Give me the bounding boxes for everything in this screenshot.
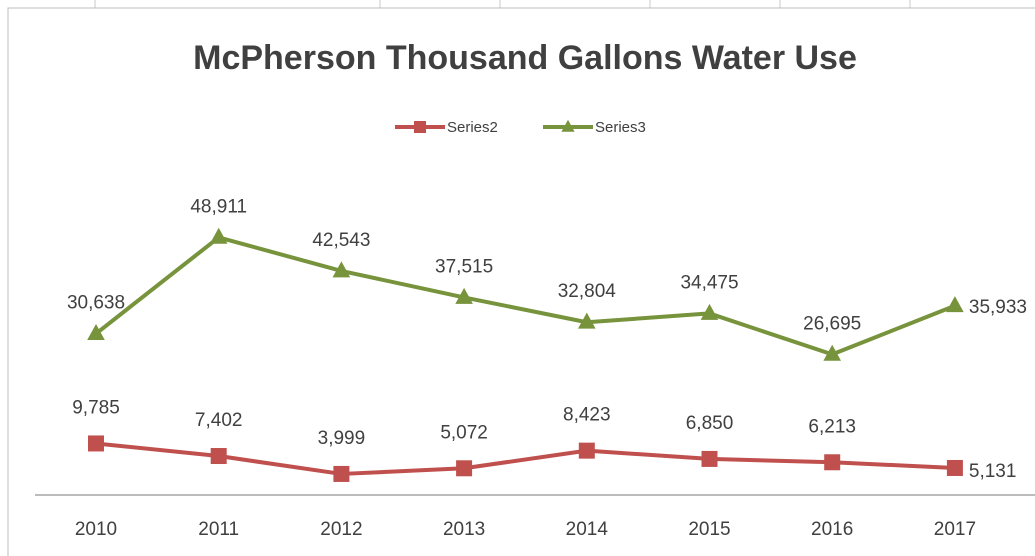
marker bbox=[823, 344, 841, 361]
marker bbox=[332, 261, 351, 278]
data-label: 5,072 bbox=[440, 422, 488, 443]
data-label: 6,850 bbox=[686, 413, 734, 434]
data-label: 8,423 bbox=[563, 405, 611, 426]
marker bbox=[946, 459, 963, 476]
data-label: 34,475 bbox=[680, 272, 738, 293]
data-label: 32,804 bbox=[558, 281, 617, 302]
marker bbox=[455, 287, 473, 304]
x-tick-label: 2017 bbox=[934, 519, 976, 540]
data-label: 42,543 bbox=[312, 230, 370, 251]
marker bbox=[456, 460, 473, 477]
data-label: 48,911 bbox=[190, 196, 247, 217]
data-label: 37,515 bbox=[435, 256, 493, 277]
marker bbox=[700, 303, 719, 320]
series-line bbox=[94, 235, 956, 357]
marker bbox=[578, 442, 595, 459]
data-label: 26,695 bbox=[803, 313, 861, 334]
data-label: 9,785 bbox=[72, 397, 120, 418]
x-tick-label: 2013 bbox=[443, 519, 485, 540]
data-label: 3,999 bbox=[318, 428, 366, 449]
data-label: 7,402 bbox=[195, 410, 243, 431]
marker bbox=[209, 227, 228, 244]
data-label: 35,933 bbox=[969, 297, 1027, 318]
x-tick-label: 2016 bbox=[811, 519, 853, 540]
series-line bbox=[95, 441, 955, 476]
marker bbox=[88, 435, 104, 452]
marker bbox=[87, 324, 105, 341]
marker bbox=[701, 450, 718, 467]
data-label: 30,638 bbox=[67, 293, 125, 314]
marker bbox=[824, 454, 841, 471]
x-tick-label: 2011 bbox=[198, 519, 239, 540]
legend-label: Series2 bbox=[447, 119, 498, 136]
legend-label: Series3 bbox=[595, 119, 646, 136]
x-tick-label: 2014 bbox=[566, 519, 609, 540]
marker bbox=[210, 448, 227, 465]
marker bbox=[561, 119, 575, 132]
x-tick-label: 2012 bbox=[320, 519, 362, 540]
marker bbox=[333, 465, 350, 482]
marker bbox=[946, 296, 964, 313]
data-label: 5,131 bbox=[969, 461, 1017, 482]
data-label: 6,213 bbox=[808, 416, 856, 437]
marker bbox=[578, 312, 596, 329]
x-tick-label: 2015 bbox=[688, 519, 730, 540]
x-tick-label: 2010 bbox=[75, 519, 117, 540]
sheet-grid bbox=[94, 0, 911, 8]
chart-title: McPherson Thousand Gallons Water Use bbox=[193, 39, 857, 77]
marker bbox=[414, 121, 426, 133]
